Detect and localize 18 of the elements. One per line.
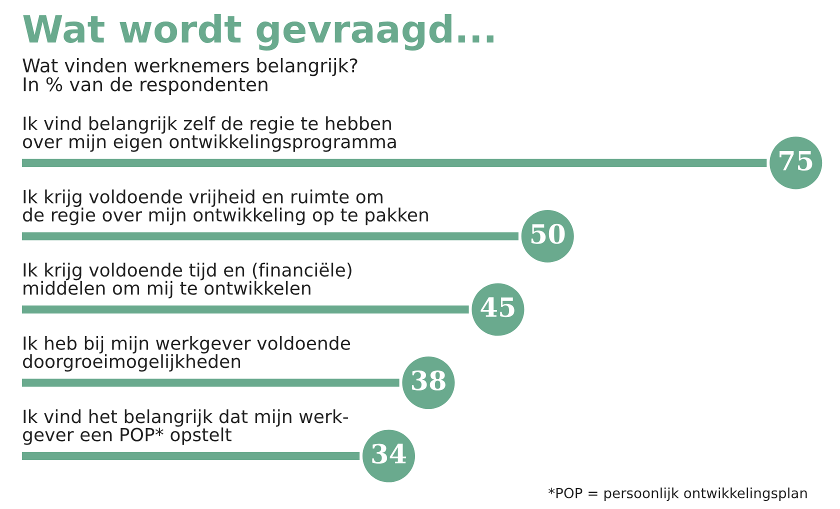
data-label: 50: [531, 224, 565, 244]
chart-subtitle: Wat vinden werknemers belangrijk? In % van de respondenten: [22, 58, 358, 96]
y-tick-label: Ik vind belangrijk zelf de regie te hebben over mijn eigen ontwikkelingsprogramma: [22, 116, 396, 152]
y-tick-label: Ik krijg voldoende vrijheid en ruimte om de regie over mijn ontwikkeling op te pakken: [22, 189, 428, 226]
y-tick-label: Ik krijg voldoende tijd en (financiële) middelen om mij te ontwikkelen: [24, 262, 352, 298]
bar: [22, 305, 469, 314]
chart-title: Wat wordt gevraagd...: [23, 14, 494, 51]
bar: [22, 452, 360, 460]
data-label: 34: [372, 444, 406, 464]
bar: [22, 232, 518, 240]
data-label: 45: [480, 297, 514, 318]
y-tick-label: Ik vind het belangrijk dat mijn werk- gever een POP* opstelt: [22, 409, 348, 445]
data-label: 75: [780, 151, 812, 171]
text: *POP = persoonlijk ontwikkelingsplan: [548, 488, 807, 501]
bar: [22, 158, 767, 167]
data-label: 38: [412, 370, 446, 390]
bar: [22, 378, 400, 387]
y-tick-label: Ik heb bij mijn werkgever voldoende doorgroeimogelijkheden: [22, 336, 350, 372]
